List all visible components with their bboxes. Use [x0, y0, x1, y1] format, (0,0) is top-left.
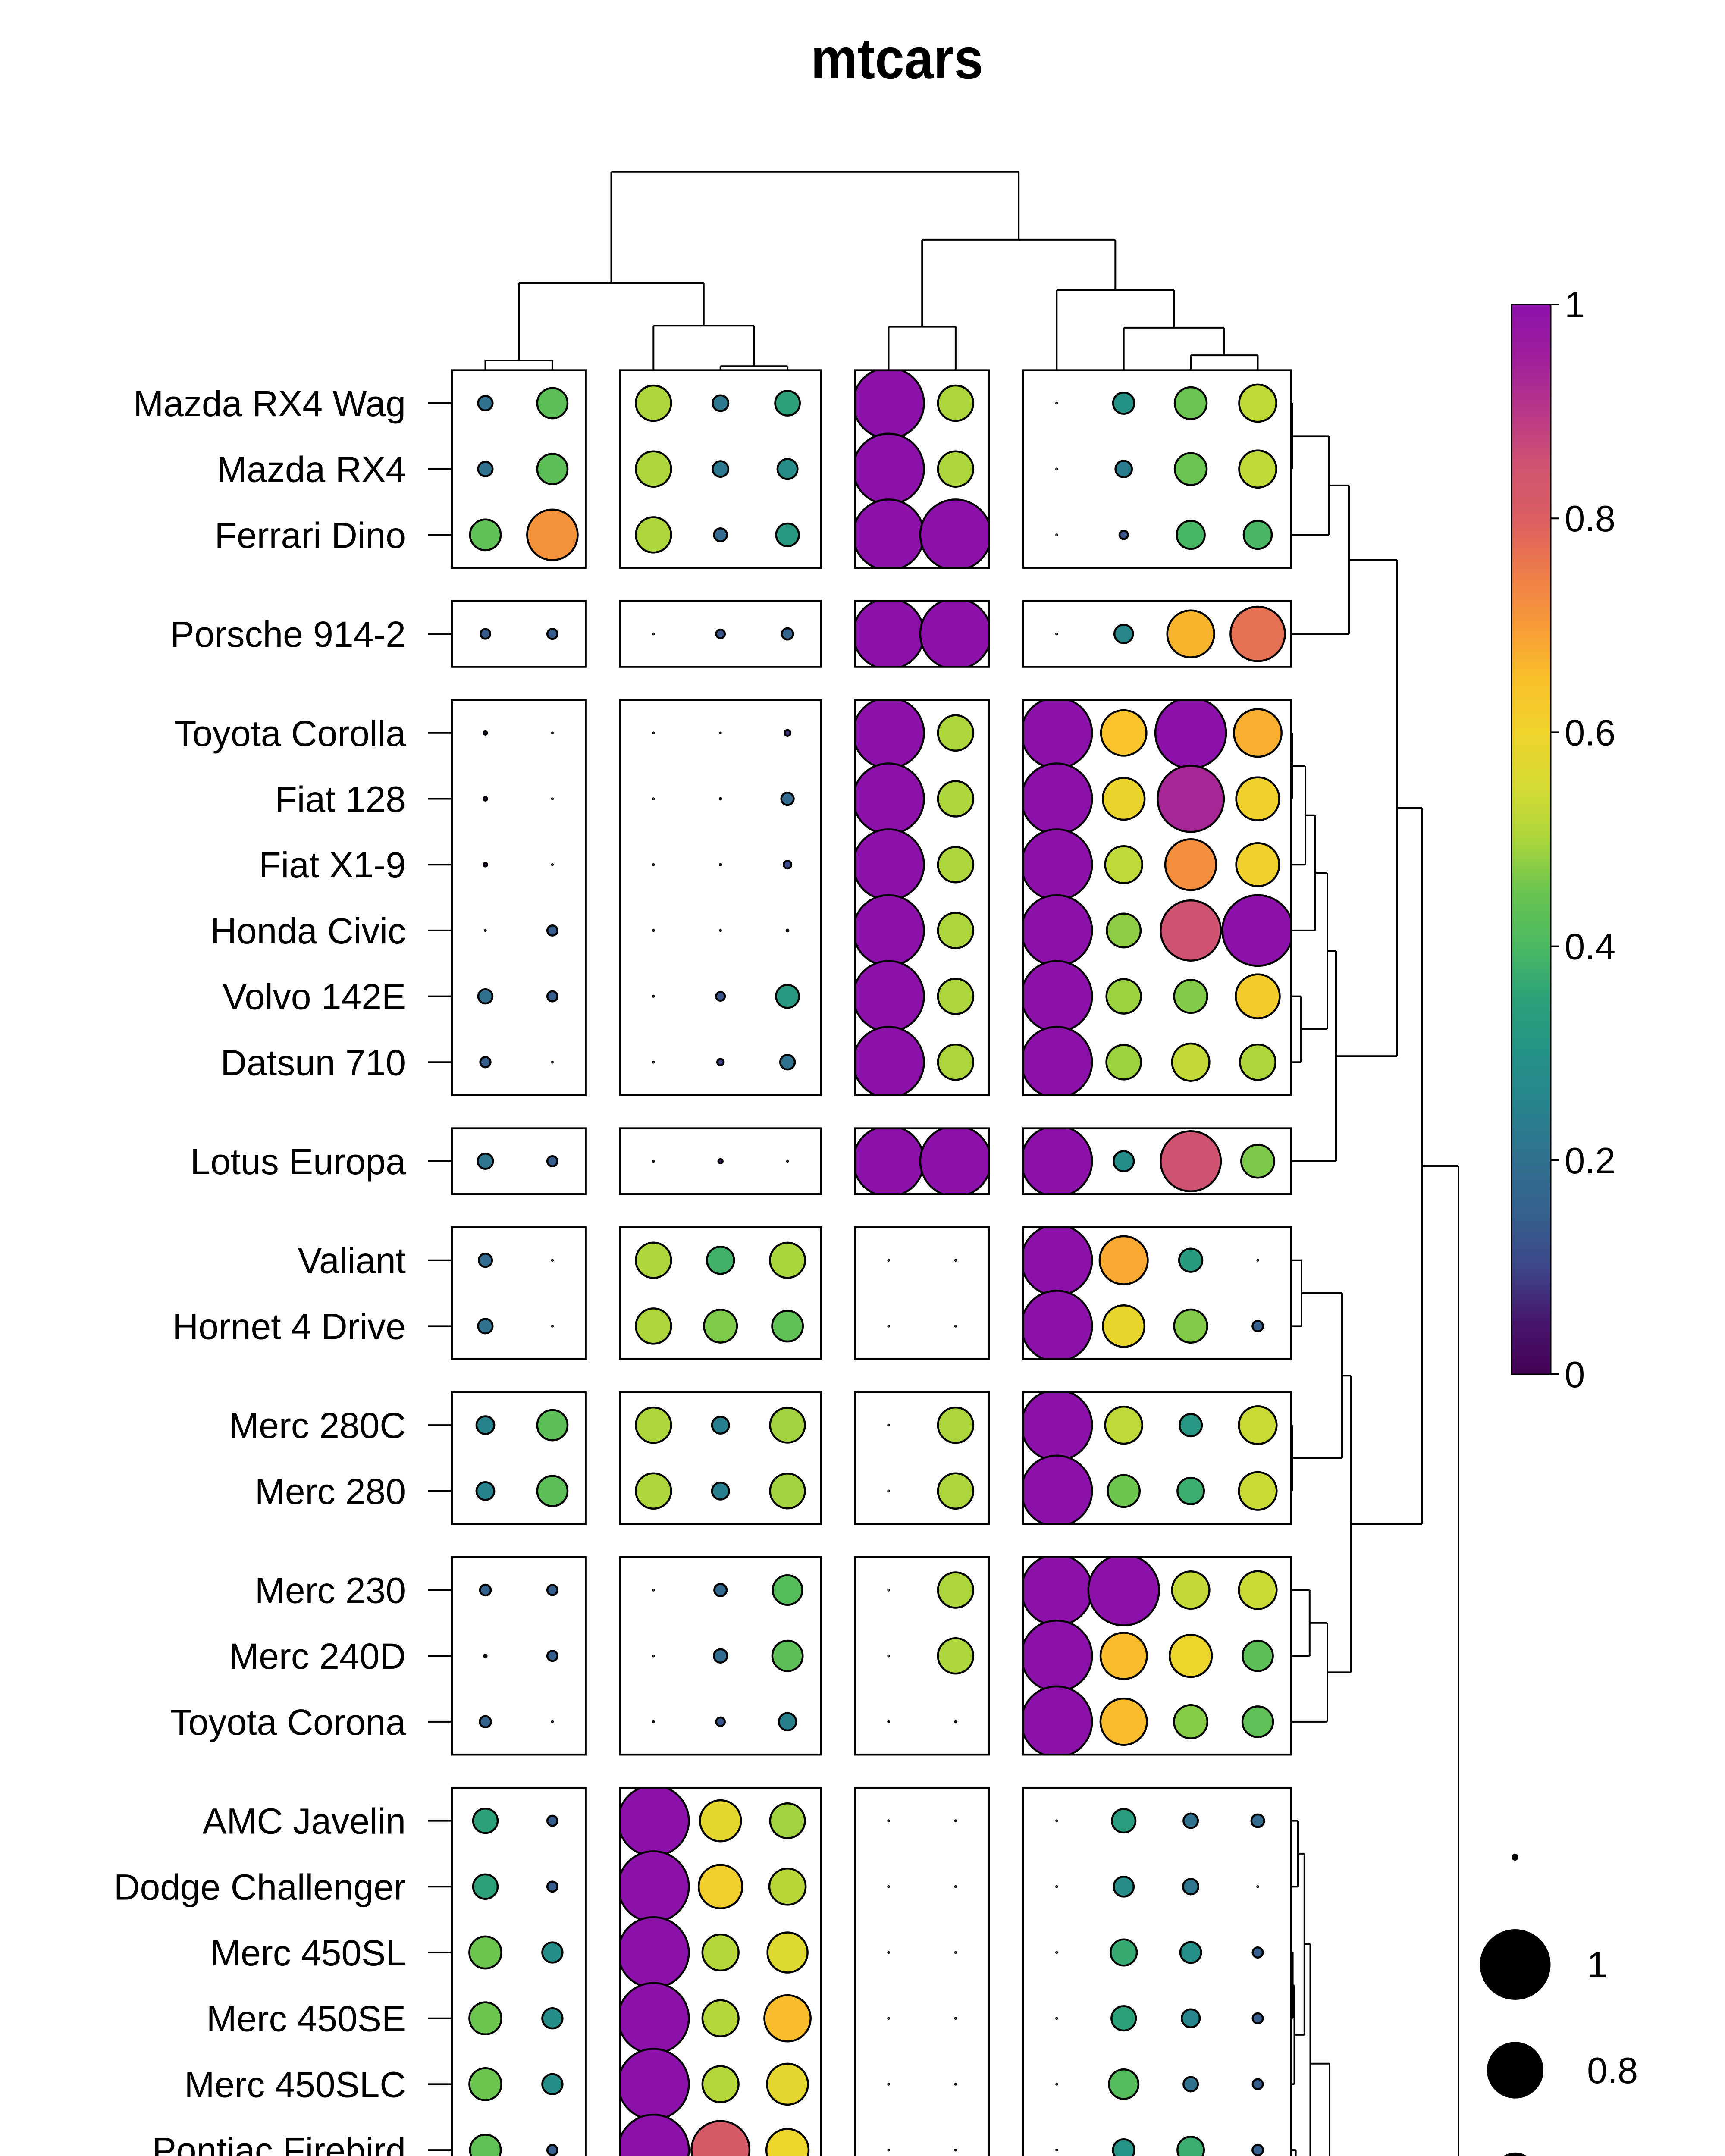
svg-text:Volvo 142E: Volvo 142E: [223, 977, 406, 1017]
svg-text:0.2: 0.2: [1565, 1141, 1615, 1181]
svg-text:Fiat 128: Fiat 128: [275, 779, 406, 820]
svg-text:Toyota Corona: Toyota Corona: [170, 1702, 406, 1742]
svg-text:0.4: 0.4: [1565, 927, 1615, 968]
svg-text:Merc 230: Merc 230: [255, 1570, 406, 1611]
svg-text:Merc 450SL: Merc 450SL: [210, 1933, 406, 1973]
svg-text:Toyota Corolla: Toyota Corolla: [174, 713, 406, 754]
svg-text:Merc 280C: Merc 280C: [229, 1405, 406, 1446]
svg-text:1: 1: [1565, 285, 1585, 326]
svg-text:mtcars: mtcars: [811, 27, 983, 91]
svg-text:Datsun 710: Datsun 710: [220, 1042, 406, 1083]
svg-text:Dodge Challenger: Dodge Challenger: [114, 1867, 406, 1907]
svg-text:Merc 450SLC: Merc 450SLC: [184, 2064, 406, 2105]
svg-text:0.6: 0.6: [1565, 712, 1615, 753]
svg-text:Valiant: Valiant: [298, 1241, 406, 1281]
svg-text:0.6: 0.6: [1587, 2154, 1638, 2156]
svg-text:Hornet 4 Drive: Hornet 4 Drive: [172, 1306, 406, 1347]
svg-text:Honda Civic: Honda Civic: [210, 911, 406, 951]
svg-text:Fiat X1-9: Fiat X1-9: [259, 845, 406, 885]
svg-text:Lotus Europa: Lotus Europa: [190, 1141, 406, 1182]
svg-text:0.8: 0.8: [1565, 498, 1615, 539]
svg-text:Merc 280: Merc 280: [255, 1471, 406, 1512]
svg-text:Pontiac Firebird: Pontiac Firebird: [152, 2130, 406, 2156]
svg-text:1: 1: [1587, 1945, 1607, 1986]
svg-text:Merc 240D: Merc 240D: [229, 1636, 406, 1677]
svg-text:Mazda RX4: Mazda RX4: [216, 449, 406, 490]
svg-text:0.8: 0.8: [1587, 2050, 1638, 2091]
svg-text:AMC Javelin: AMC Javelin: [203, 1801, 406, 1842]
svg-text:0: 0: [1565, 1354, 1585, 1395]
svg-text:Porsche 914-2: Porsche 914-2: [170, 614, 406, 655]
svg-text:Merc 450SE: Merc 450SE: [207, 1999, 406, 2039]
svg-text:Ferrari Dino: Ferrari Dino: [215, 515, 406, 555]
svg-text:Mazda RX4 Wag: Mazda RX4 Wag: [133, 383, 406, 424]
